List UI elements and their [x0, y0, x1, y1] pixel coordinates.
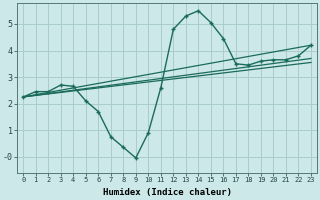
X-axis label: Humidex (Indice chaleur): Humidex (Indice chaleur)	[103, 188, 232, 197]
